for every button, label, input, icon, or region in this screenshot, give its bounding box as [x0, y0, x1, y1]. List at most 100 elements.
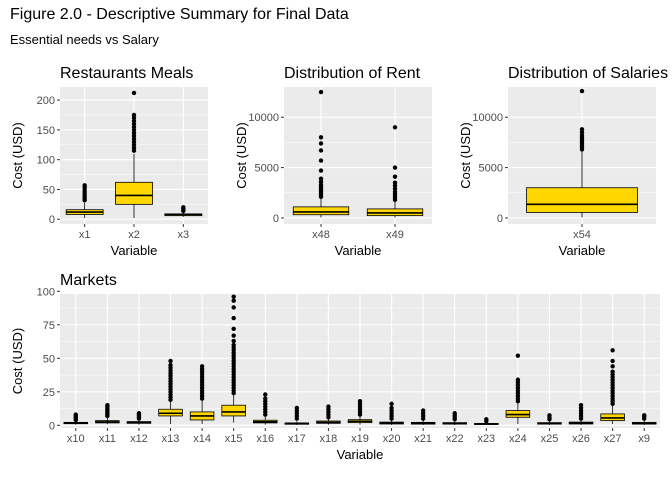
outlier-point: [136, 411, 142, 416]
outlier-point: [318, 148, 324, 153]
outlier-point: [263, 396, 268, 401]
chart-panel-2: 0 5000 10000 x54 Distribution of Salaries Var…: [458, 65, 668, 258]
box-x14: [189, 364, 215, 424]
x-tick-label: x20: [383, 433, 401, 445]
x-axis-label: Variable: [559, 243, 606, 258]
outlier-point: [392, 186, 398, 191]
panel-title: Markets: [60, 272, 117, 289]
x-tick-label: x18: [320, 433, 338, 445]
chart-panel-1: 0 5000 10000 x48 x49 Distribution of Rent Vari…: [234, 65, 432, 258]
box-x2: [115, 90, 153, 219]
box-x1: [65, 183, 104, 219]
outlier-point: [131, 90, 137, 96]
outlier-point: [392, 125, 398, 130]
x-tick-label: x16: [256, 433, 274, 445]
x-tick-label: x48: [312, 229, 330, 241]
box-x17: [284, 405, 310, 425]
x-tick-label: x12: [130, 433, 148, 445]
y-tick-label: 200: [37, 95, 55, 107]
outlier-point: [389, 401, 394, 407]
outlier-point: [420, 408, 426, 413]
outlier-point: [318, 158, 324, 163]
x-tick-label: x19: [351, 433, 369, 445]
box-x48: [292, 89, 350, 218]
outlier-point: [231, 305, 236, 310]
outlier-point: [82, 183, 87, 188]
plot-panel: [284, 87, 432, 224]
outlier-point: [547, 413, 552, 418]
outlier-point: [452, 411, 457, 416]
y-tick-label: 10000: [472, 112, 503, 124]
box-x22: [442, 411, 467, 425]
outlier-point: [263, 392, 268, 397]
box-x49: [366, 125, 424, 218]
x-tick-label: x10: [67, 433, 85, 445]
x-tick-label: x24: [509, 433, 527, 445]
x-tick-label: x26: [572, 433, 590, 445]
outlier-point: [515, 377, 521, 382]
outlier-point: [515, 353, 521, 358]
y-tick-label: 75: [43, 320, 55, 332]
y-axis-label: Cost (USD): [10, 328, 25, 394]
x-tick-label: x3: [178, 229, 190, 241]
y-tick-label: 0: [497, 213, 503, 225]
y-tick-label: 0: [273, 213, 279, 225]
box-iqr: [292, 206, 350, 216]
outlier-point: [578, 403, 584, 408]
outlier-point: [318, 135, 324, 140]
chart-panel-3: 0 25 50 75 100 x10 x11 x12 x13 x14 x15 x16 x17 x18 x19…: [10, 272, 660, 462]
outlier-point: [318, 179, 324, 184]
outlier-point: [168, 358, 173, 364]
box-x18: [316, 404, 341, 425]
box-x9: [631, 413, 657, 425]
box-x24: [505, 353, 531, 424]
outlier-point: [231, 342, 236, 348]
y-tick-label: 150: [37, 125, 55, 137]
outlier-point: [231, 294, 236, 299]
x-tick-label: x2: [128, 229, 140, 241]
y-tick-label: 5000: [479, 163, 503, 175]
outlier-point: [231, 315, 236, 321]
outlier-point: [642, 413, 647, 418]
box-x20: [379, 401, 404, 425]
box-iqr: [221, 404, 246, 417]
outlier-point: [105, 403, 110, 408]
x-tick-label: x13: [162, 433, 180, 445]
x-tick-label: x54: [573, 229, 591, 241]
x-tick-label: x17: [288, 433, 306, 445]
outlier-point: [326, 404, 331, 409]
box-x3: [164, 205, 203, 217]
panel-title: Distribution of Rent: [284, 65, 421, 82]
outlier-point: [318, 89, 324, 95]
outlier-point: [389, 405, 394, 411]
outlier-point: [357, 399, 363, 404]
x-tick-label: x25: [541, 433, 559, 445]
outlier-point: [579, 130, 585, 135]
x-tick-label: x23: [477, 433, 495, 445]
outlier-point: [131, 112, 137, 118]
box-x16: [253, 392, 278, 425]
x-tick-label: x1: [79, 229, 91, 241]
x-tick-label: x9: [638, 433, 650, 445]
outlier-point: [610, 364, 615, 369]
box-x11: [95, 403, 120, 425]
outlier-point: [231, 326, 236, 332]
box-x27: [600, 348, 625, 424]
box-iqr: [115, 181, 153, 205]
x-tick-label: x15: [225, 433, 243, 445]
chart-panel-0: 0 50 100 150 200 x1 x2 x3 Restaurants Meals Varia…: [10, 65, 208, 258]
outlier-point: [231, 338, 236, 344]
y-tick-label: 10000: [248, 112, 279, 124]
box-x15: [221, 294, 246, 423]
outlier-point: [484, 417, 489, 422]
outlier-point: [579, 127, 585, 132]
x-tick-label: x22: [446, 433, 464, 445]
outlier-point: [579, 133, 585, 138]
outlier-point: [392, 180, 398, 185]
y-tick-label: 100: [37, 286, 55, 298]
box-x26: [568, 403, 594, 425]
box-x21: [410, 408, 436, 425]
y-axis-label: Cost (USD): [458, 122, 473, 188]
box-iqr: [526, 187, 638, 213]
